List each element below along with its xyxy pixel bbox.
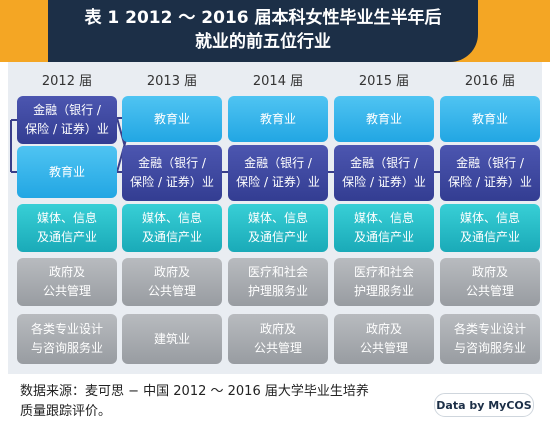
industry-box: 医疗和社会护理服务业	[228, 258, 328, 306]
industry-label-line: 及通信产业	[353, 230, 414, 244]
industry-box: 建筑业	[122, 314, 222, 364]
industry-box: 各类专业设计 与咨询服务业	[440, 314, 540, 364]
industry-box: 政府及 公共管理	[17, 258, 117, 306]
industry-label-line: 保险 / 证券）业	[342, 175, 426, 189]
industry-box: 政府及 公共管理	[122, 258, 222, 306]
industry-box: 政府及 公共管理	[334, 314, 434, 364]
industry-label-line: 金融（银行 /	[456, 156, 524, 170]
industry-label-line: 政府及	[259, 322, 296, 336]
industry-box: 金融（银行 / 保险 / 证券）业	[122, 145, 222, 201]
industry-label-line: 保险 / 证券）业	[448, 175, 532, 189]
year-label: 2013 届	[146, 74, 198, 89]
header-accent-bar	[0, 0, 48, 62]
industry-label-line: 公共管理	[359, 341, 408, 355]
industry-label-line: 及通信产业	[36, 230, 97, 244]
industry-label-line: 护理服务业	[353, 284, 414, 298]
industry-box: 教育业	[122, 96, 222, 142]
industry-label-line: 与咨询服务业	[453, 341, 526, 355]
mycos-logo: Data by MyCOS	[434, 393, 534, 417]
industry-box: 教育业	[228, 96, 328, 142]
industry-label-line: 政府及	[48, 265, 85, 279]
header: 表 1 2012 ～ 2016 届本科女性毕业生半年后 就业的前五位行业	[0, 0, 550, 62]
industry-label-line: 教育业	[153, 111, 190, 126]
industry-label-line: 医疗和社会	[247, 265, 308, 279]
industry-box: 金融（银行 / 保险 / 证券）业	[440, 145, 540, 201]
year-label: 2016 届	[464, 74, 516, 89]
industry-label-line: 及通信产业	[247, 230, 308, 244]
industry-label-line: 政府及	[153, 265, 190, 279]
industry-label-line: 媒体、信息	[459, 211, 520, 225]
industry-label-line: 金融（银行 /	[244, 156, 312, 170]
industry-label-line: 公共管理	[147, 284, 196, 298]
industry-label-line: 媒体、信息	[353, 211, 414, 225]
industry-box: 医疗和社会护理服务业	[334, 258, 434, 306]
source-line-2: 质量跟踪评价。	[20, 404, 112, 419]
industry-box: 政府及 公共管理	[440, 258, 540, 306]
industry-label-line: 公共管理	[465, 284, 514, 298]
industry-label-line: 保险 / 证券）业	[236, 175, 320, 189]
industry-label-line: 金融（银行 /	[138, 156, 206, 170]
industry-label-line: 保险 / 证券）业	[130, 175, 214, 189]
page-title: 表 1 2012 ～ 2016 届本科女性毕业生半年后 就业的前五位行业	[48, 6, 478, 54]
industry-label-line: 及通信产业	[141, 230, 202, 244]
industry-label-line: 媒体、信息	[247, 211, 308, 225]
industry-box: 教育业	[17, 146, 117, 198]
industry-box: 媒体、信息及通信产业	[440, 204, 540, 252]
industry-box: 金融（银行 / 保险 / 证券）业	[334, 145, 434, 201]
industry-label-line: 政府及	[471, 265, 508, 279]
industry-label-line: 教育业	[48, 164, 85, 179]
industry-box: 媒体、信息及通信产业	[122, 204, 222, 252]
industry-label-line: 教育业	[365, 111, 402, 126]
industry-label-line: 公共管理	[42, 284, 91, 298]
industry-box: 媒体、信息及通信产业	[17, 204, 117, 252]
industry-label-line: 政府及	[365, 322, 402, 336]
industry-box: 媒体、信息及通信产业	[228, 204, 328, 252]
industry-box: 各类专业设计 与咨询服务业	[17, 314, 117, 364]
title-line-2: 就业的前五位行业	[195, 32, 331, 52]
industry-label-line: 各类专业设计	[453, 322, 526, 336]
industry-label-line: 媒体、信息	[141, 211, 202, 225]
industry-box: 教育业	[334, 96, 434, 142]
industry-label-line: 及通信产业	[459, 230, 520, 244]
industry-box: 金融（银行 / 保险 / 证券）业	[17, 96, 117, 144]
industry-box: 教育业	[440, 96, 540, 142]
industry-label-line: 医疗和社会	[353, 265, 414, 279]
industry-label-line: 金融（银行 /	[33, 103, 101, 117]
industry-box: 金融（银行 / 保险 / 证券）业	[228, 145, 328, 201]
industry-label-line: 金融（银行 /	[350, 156, 418, 170]
industry-label-line: 各类专业设计	[30, 322, 103, 336]
industry-box: 政府及 公共管理	[228, 314, 328, 364]
industry-label-line: 教育业	[471, 111, 508, 126]
year-label: 2012 届	[41, 74, 93, 89]
year-label: 2015 届	[358, 74, 410, 89]
industry-label-line: 公共管理	[253, 341, 302, 355]
industry-label-line: 媒体、信息	[36, 211, 97, 225]
industry-label-line: 保险 / 证券）业	[25, 122, 109, 136]
year-label: 2014 届	[252, 74, 304, 89]
industry-label-line: 护理服务业	[247, 284, 308, 298]
source-line-1: 数据来源：麦可思 − 中国 2012 ～ 2016 届大学毕业生培养	[20, 384, 369, 399]
data-source: 数据来源：麦可思 − 中国 2012 ～ 2016 届大学毕业生培养 质量跟踪评…	[20, 382, 415, 422]
title-line-1: 表 1 2012 ～ 2016 届本科女性毕业生半年后	[84, 8, 442, 28]
industry-label-line: 教育业	[259, 111, 296, 126]
industry-label-line: 建筑业	[153, 331, 190, 346]
industry-label-line: 与咨询服务业	[30, 341, 103, 355]
header-title-background	[48, 0, 478, 62]
industry-box: 媒体、信息及通信产业	[334, 204, 434, 252]
